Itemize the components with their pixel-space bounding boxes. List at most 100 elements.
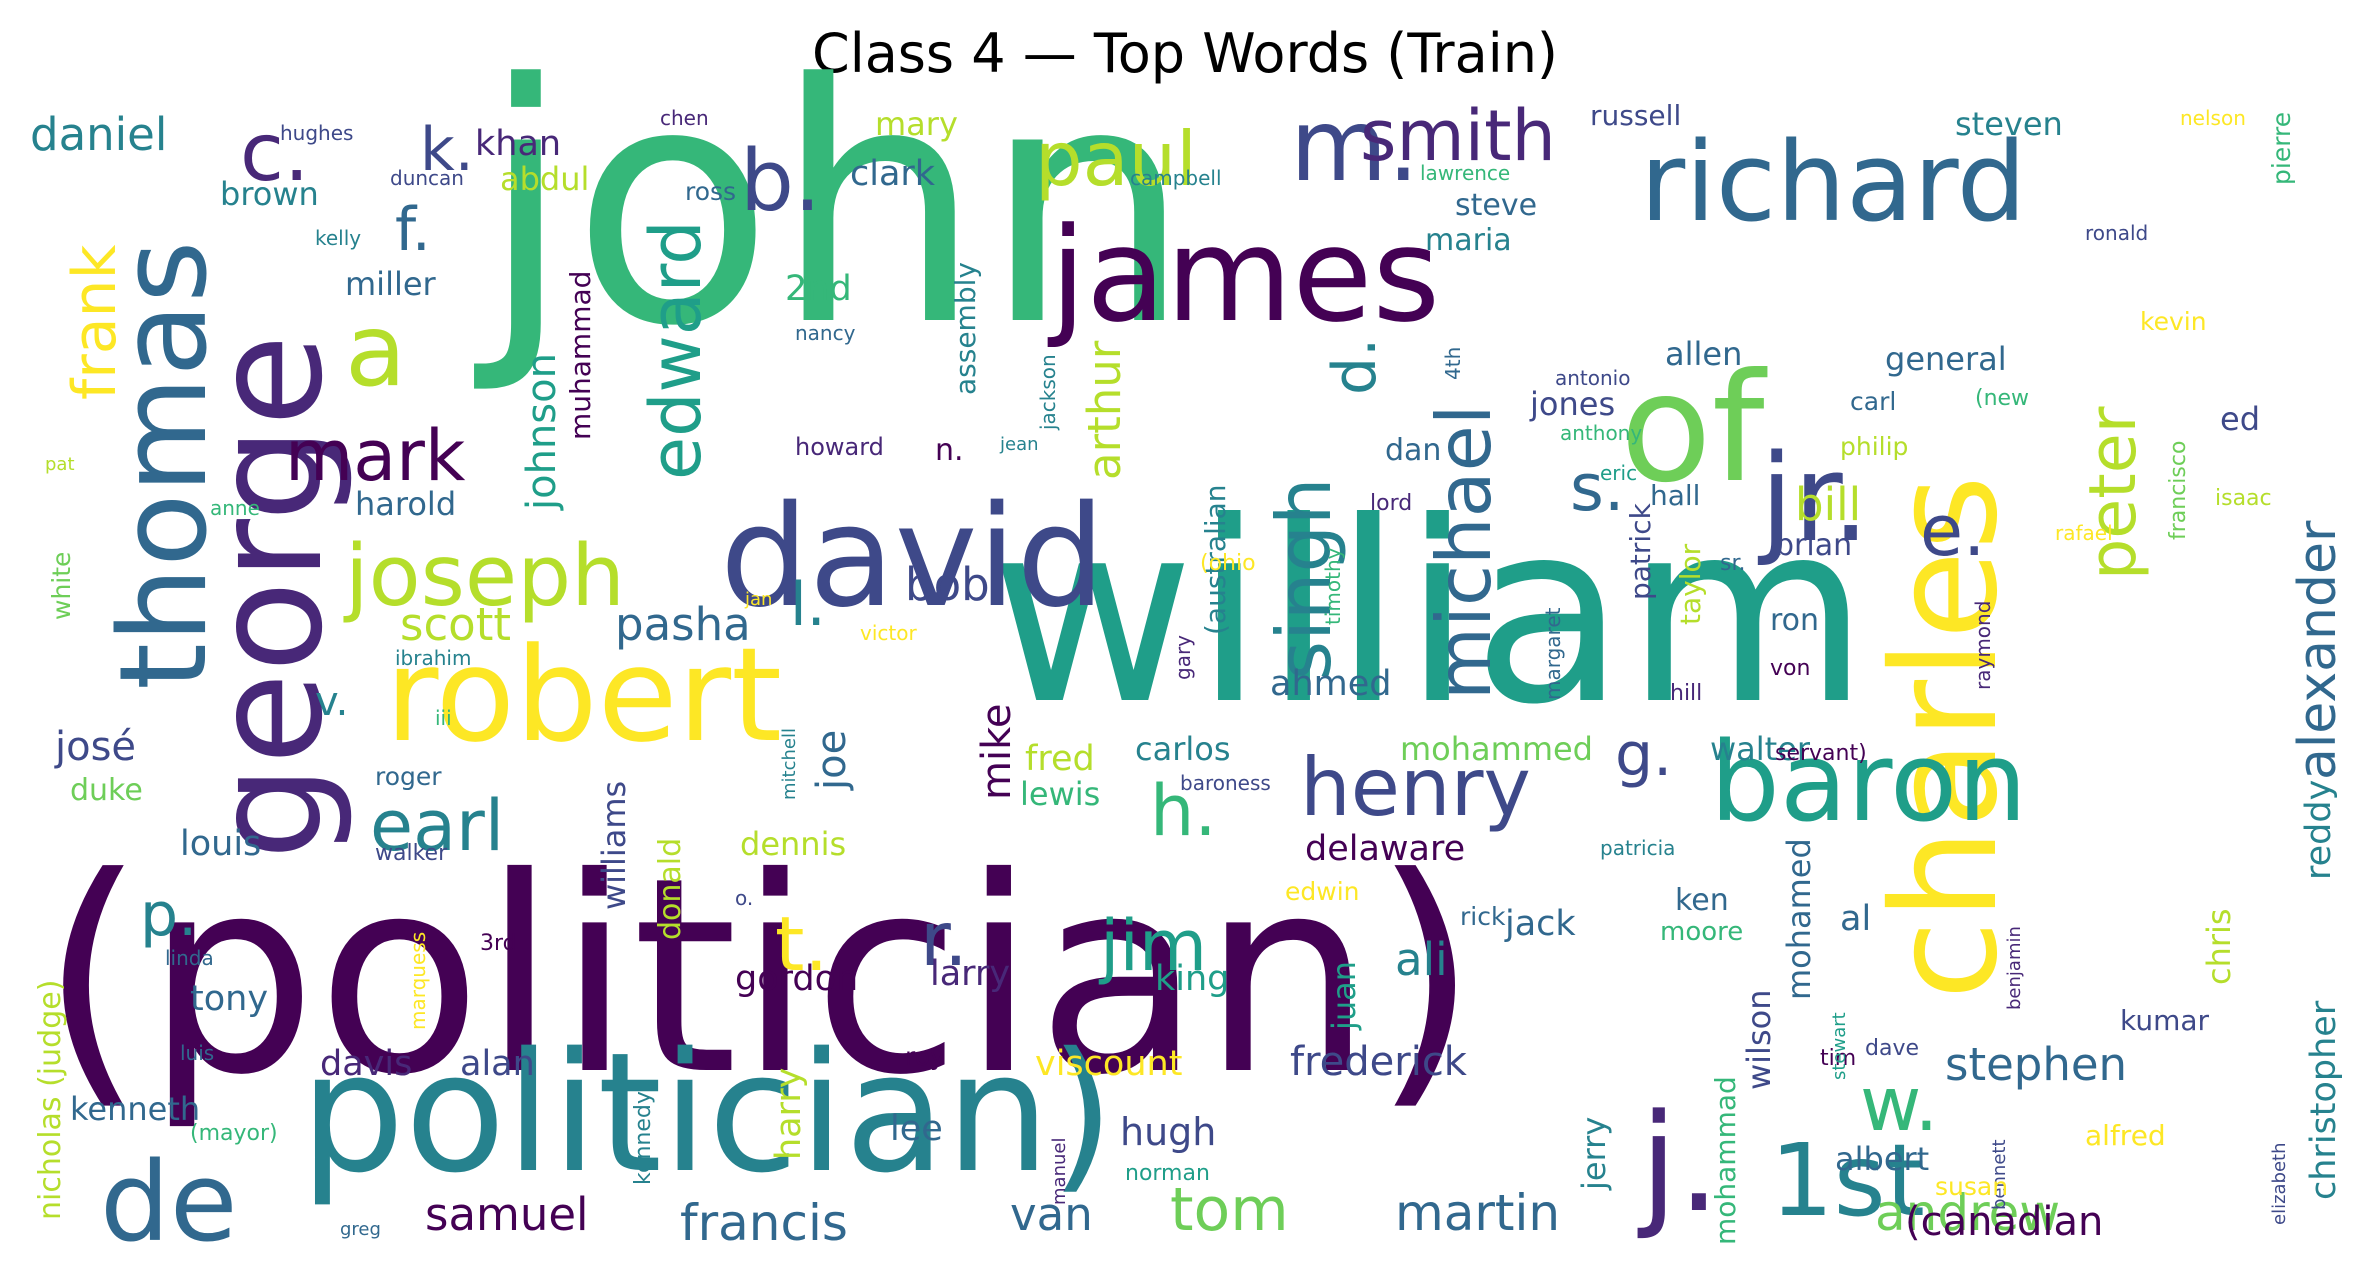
word-rafael: rafael <box>2055 521 2113 545</box>
word-elizabeth: elizabeth <box>2269 1142 2290 1225</box>
word-viscount: viscount <box>1035 1044 1182 1084</box>
word-ali: ali <box>1395 933 1448 986</box>
word-bob: bob <box>905 558 990 611</box>
word-k: k. <box>420 115 474 185</box>
word-t: t. <box>775 900 828 988</box>
word-norman: norman <box>1125 1161 1210 1186</box>
word-mohammed: mohammed <box>1400 730 1593 768</box>
word-bill: bill <box>1795 478 1861 531</box>
word-richard: richard <box>1640 118 2027 246</box>
word-arthur: arthur <box>1078 340 1131 480</box>
word-3rd: 3rd <box>480 931 517 956</box>
word-jr: jr. <box>1757 430 1870 569</box>
word-general: general <box>1885 340 2007 378</box>
word-hughes: hughes <box>280 121 353 145</box>
word-jim: jim <box>1098 905 1207 987</box>
word-dave: dave <box>1865 1036 1919 1061</box>
word-rick: rick <box>1460 902 1506 931</box>
word-samuel: samuel <box>425 1188 589 1241</box>
word-william: william <box>990 468 1869 759</box>
word-baron: baron <box>1710 718 2027 846</box>
word-l: l. <box>790 570 826 640</box>
word-jan: jan <box>744 589 772 610</box>
word-harry: harry <box>769 1067 809 1160</box>
word-lord: lord <box>1370 491 1412 516</box>
word-francis: francis <box>680 1194 848 1252</box>
word-michael: michael <box>1420 404 1508 700</box>
word-lawrence: lawrence <box>1420 161 1510 185</box>
word-gary: gary <box>1171 635 1195 680</box>
word-of: of <box>1620 342 1768 516</box>
word-edward: edward <box>635 220 717 480</box>
word-anne: anne <box>210 496 260 520</box>
word-isaac: isaac <box>2215 486 2272 511</box>
word-a: a <box>345 292 406 409</box>
word-walter: walter <box>1710 730 1811 768</box>
word-hall: hall <box>1650 479 1700 512</box>
word-khan: khan <box>475 124 561 164</box>
word-timothy: timothy <box>1321 547 1345 625</box>
word-kenneth: kenneth <box>70 1090 200 1128</box>
word-mayor: (mayor) <box>190 1121 278 1146</box>
word-clark: clark <box>850 154 936 194</box>
word-duncan: duncan <box>390 166 464 190</box>
word-ed: ed <box>2220 400 2260 438</box>
word-canadian: (canadian <box>1905 1199 2103 1245</box>
word-ken: ken <box>1675 883 1729 918</box>
word-mark: mark <box>285 415 466 497</box>
word-ronald: ronald <box>2085 221 2148 245</box>
word-gordon: gordon <box>735 959 858 999</box>
word-christopher: christopher <box>2304 1000 2344 1200</box>
word-mary: mary <box>875 105 958 143</box>
word-manuel: manuel <box>1049 1138 1070 1205</box>
word-assembly: assembly <box>949 262 982 395</box>
word-margaret: margaret <box>1541 607 1565 700</box>
word-jones: jones <box>1529 385 1615 423</box>
word-kumar: kumar <box>2120 1004 2210 1037</box>
word-eric: eric <box>1600 461 1637 485</box>
word-thomas: thomas <box>95 241 234 690</box>
word-servant: servant) <box>1775 741 1867 766</box>
word-tim: tim <box>1820 1046 1856 1071</box>
word-p: p. <box>140 880 197 950</box>
word-dennis: dennis <box>740 825 846 863</box>
word-george: george <box>182 334 356 860</box>
word-hill: hill <box>1670 681 1702 706</box>
word-alan: alan <box>460 1044 535 1084</box>
word-n: n. <box>935 433 964 468</box>
word-johnson: johnson <box>519 353 565 511</box>
word-daniel: daniel <box>30 108 167 161</box>
word-hugh: hugh <box>1120 1110 1216 1154</box>
word-reddy: reddy <box>2299 780 2339 880</box>
word-o: o. <box>735 886 753 910</box>
word-howard: howard <box>795 433 884 461</box>
word-2nd: 2nd <box>785 269 852 309</box>
word-chen: chen <box>660 106 709 130</box>
word-ahmed: ahmed <box>1270 664 1391 704</box>
word-patrick: patrick <box>1624 502 1657 600</box>
word-sr: sr. <box>1720 551 1745 576</box>
word-jackson: jackson <box>1036 354 1060 431</box>
word-mike: mike <box>974 704 1020 800</box>
word-white: white <box>47 552 76 620</box>
word-joseph: joseph <box>343 527 625 626</box>
word-fred: fred <box>1025 739 1095 779</box>
word-larry: larry <box>930 954 1010 994</box>
word-steven: steven <box>1955 105 2063 143</box>
word-tom: tom <box>1170 1175 1289 1245</box>
word-roger: roger <box>375 762 442 791</box>
word-james: james <box>1047 199 1440 351</box>
word-victor: victor <box>860 621 917 645</box>
word-kennedy: kennedy <box>631 1091 656 1185</box>
word-miller: miller <box>345 265 437 303</box>
word-raymond: raymond <box>1971 601 1995 690</box>
word-roy: roy <box>905 1042 945 1071</box>
word-ron: ron <box>1770 603 1819 638</box>
word-davis: davis <box>320 1044 412 1084</box>
word-new: (new <box>1975 386 2029 411</box>
word-r: r. <box>920 895 968 983</box>
word-dan: dan <box>1385 433 1441 468</box>
word-ibrahim: ibrahim <box>395 646 471 670</box>
word-susan: susan <box>1935 1172 2008 1201</box>
word-louis: louis <box>180 824 261 864</box>
